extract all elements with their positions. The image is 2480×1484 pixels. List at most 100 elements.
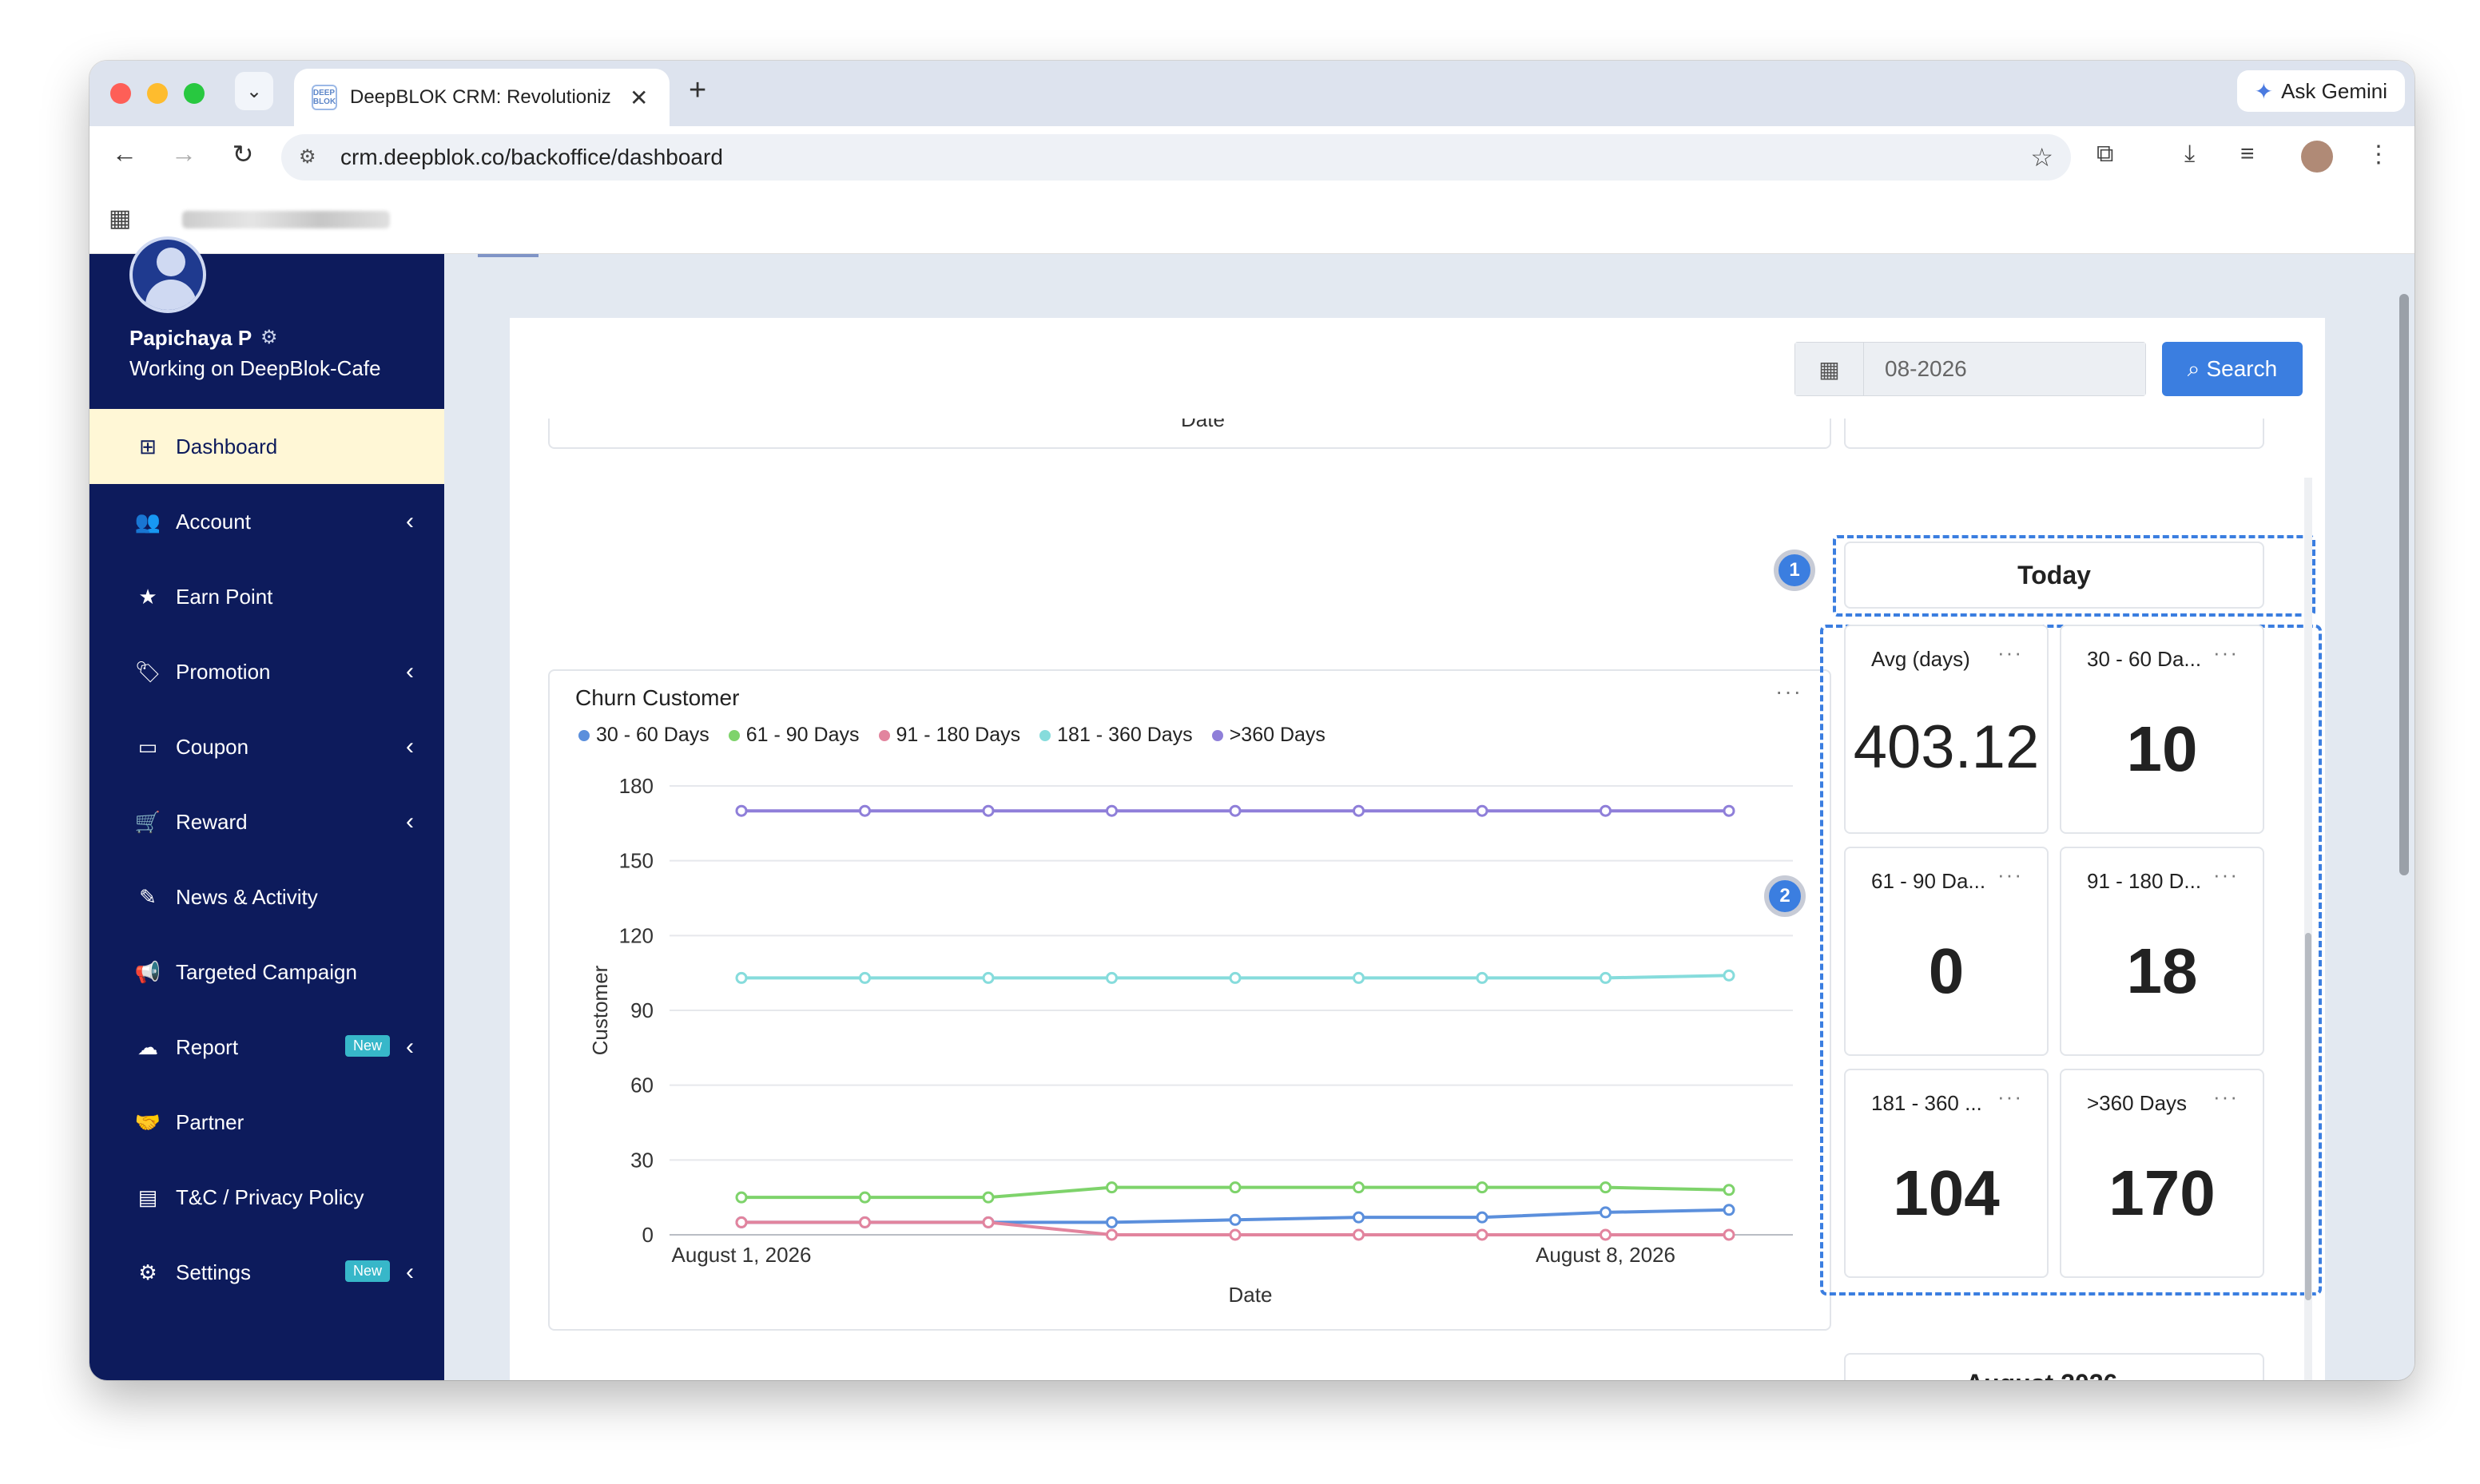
sidebar-item-label: Partner (176, 1109, 244, 1134)
sidebar-item-label: Earn Point (176, 584, 273, 609)
search-button-label: Search (2206, 356, 2278, 381)
stat-value: 170 (2108, 1157, 2216, 1228)
legend-label: 61 - 90 Days (745, 724, 860, 746)
month-input[interactable]: 08-2026 (1864, 343, 2145, 395)
new-badge: New (344, 1035, 390, 1057)
sidebar-item-promotion[interactable]: 🏷 Promotion ‹ (89, 634, 444, 709)
data-point (859, 804, 871, 817)
sidebar-item-settings[interactable]: ⚙ Settings New ‹ (89, 1235, 444, 1310)
data-point (1229, 1181, 1242, 1194)
sidebar-item-label: Report (176, 1034, 239, 1059)
apps-grid-icon[interactable]: ▦ (109, 205, 132, 232)
data-point (1476, 971, 1488, 984)
y-tick-label: 120 (619, 923, 654, 947)
data-point (982, 1216, 995, 1228)
users-icon: 👥 (134, 509, 161, 534)
forward-button[interactable]: → (171, 139, 197, 168)
data-point (1600, 804, 1612, 817)
step-marker-1: 1 (1774, 550, 1815, 591)
legend-item[interactable]: 61 - 90 Days (728, 724, 860, 747)
stat-more-icon[interactable]: ··· (1997, 641, 2023, 665)
star-icon: ★ (138, 584, 157, 609)
step-marker-2: 2 (1764, 875, 1806, 917)
data-point (735, 1216, 748, 1228)
bookmark-star-icon[interactable]: ☆ (2030, 143, 2053, 172)
data-point (1600, 1181, 1612, 1194)
stat-value: 18 (2126, 935, 2198, 1006)
sidebar: Papichaya P ⚙ Working on DeepBlok-Cafe ⊞… (89, 236, 444, 1380)
reload-button[interactable]: ↻ (232, 140, 254, 169)
calendar-icon[interactable]: ▦ (1795, 343, 1864, 395)
data-point (1106, 1181, 1118, 1194)
highlight-box-1 (1833, 535, 2315, 617)
data-point (982, 804, 995, 817)
blurred-bookmark[interactable] (182, 211, 390, 228)
data-point (1476, 1181, 1488, 1194)
stat-more-icon[interactable]: ··· (2213, 863, 2239, 887)
sidebar-item-label: Reward (176, 809, 248, 834)
data-point (1106, 971, 1118, 984)
data-point (1353, 1181, 1365, 1194)
page-scrollbar[interactable] (2399, 294, 2410, 1372)
sidebar-item-label: T&C / Privacy Policy (176, 1184, 364, 1209)
sidebar-item-coupon[interactable]: ▭ Coupon ‹ (89, 709, 444, 784)
handshake-icon: 🤝 (134, 1109, 161, 1134)
search-button[interactable]: ⌕ Search (2162, 342, 2303, 396)
download-icon[interactable]: ⤓ (2184, 141, 2196, 167)
sidebar-item-dashboard[interactable]: ⊞ Dashboard (89, 409, 444, 484)
extensions-icon[interactable]: ⧉ (2096, 141, 2114, 167)
stat-label: Avg (days) (1871, 647, 1970, 671)
browser-tab[interactable]: DEEP BLOK DeepBLOK CRM: Revolutioniz ✕ (294, 69, 670, 126)
site-settings-icon[interactable]: ⚙ (299, 146, 316, 168)
tab-search-button[interactable]: ⌄ (235, 72, 273, 110)
close-window-button[interactable] (110, 83, 131, 104)
chevron-left-icon: ‹ (406, 808, 414, 835)
profile-avatar[interactable] (2301, 141, 2333, 173)
chart-legend: 30 - 60 Days 61 - 90 Days 91 - 180 Days … (578, 724, 1325, 747)
stat-more-icon[interactable]: ··· (2213, 641, 2239, 665)
sidebar-item-earn-point[interactable]: ★ Earn Point (89, 559, 444, 634)
stat-card-91-180: 91 - 180 D... ··· 18 (2060, 847, 2264, 1056)
legend-item[interactable]: 30 - 60 Days (578, 724, 709, 747)
data-point (1600, 971, 1612, 984)
sidebar-item-targeted-campaign[interactable]: 📢 Targeted Campaign (89, 934, 444, 1010)
address-bar[interactable]: ⚙ crm.deepblok.co/backoffice/dashboard ☆ (281, 134, 2071, 181)
panel-scrollbar[interactable] (2304, 478, 2312, 1380)
user-name: Papichaya P (129, 326, 252, 350)
sidebar-item-account[interactable]: 👥 Account ‹ (89, 484, 444, 559)
ticket-icon: ▭ (137, 734, 158, 759)
cart-icon: 🛒 (134, 809, 161, 834)
legend-swatch (1211, 729, 1223, 741)
new-tab-button[interactable]: + (689, 73, 707, 107)
sidebar-item-report[interactable]: ☁ Report New ‹ (89, 1010, 444, 1085)
ask-gemini-button[interactable]: ✦ Ask Gemini (2236, 70, 2405, 112)
y-tick-label: 0 (642, 1223, 654, 1247)
stat-more-icon[interactable]: ··· (1997, 1085, 2023, 1109)
close-tab-icon[interactable]: ✕ (630, 85, 649, 110)
sidebar-item-news-activity[interactable]: ✎ News & Activity (89, 859, 444, 934)
sidebar-item-reward[interactable]: 🛒 Reward ‹ (89, 784, 444, 859)
month-picker[interactable]: ▦ 08-2026 (1794, 342, 2146, 396)
user-avatar[interactable] (129, 236, 206, 313)
legend-item[interactable]: 181 - 360 Days (1039, 724, 1193, 747)
sidebar-item-tc-privacy[interactable]: ▤ T&C / Privacy Policy (89, 1160, 444, 1235)
chart-more-icon[interactable]: ··· (1775, 679, 1802, 704)
tag-icon: 🏷 (134, 659, 161, 684)
data-point (982, 971, 995, 984)
stat-more-icon[interactable]: ··· (1997, 863, 2023, 887)
sidebar-item-partner[interactable]: 🤝 Partner (89, 1085, 444, 1160)
minimize-window-button[interactable] (147, 83, 168, 104)
data-point (982, 1191, 995, 1204)
user-settings-gear-icon[interactable]: ⚙ (260, 327, 278, 348)
chevron-left-icon: ‹ (406, 1034, 414, 1060)
legend-item[interactable]: 91 - 180 Days (878, 724, 1020, 747)
legend-item[interactable]: >360 Days (1211, 724, 1325, 747)
back-button[interactable]: ← (112, 139, 137, 168)
stat-more-icon[interactable]: ··· (2213, 1085, 2239, 1109)
stat-card-61-90: 61 - 90 Da... ··· 0 (1844, 847, 2049, 1056)
maximize-window-button[interactable] (184, 83, 205, 104)
data-point (859, 1216, 871, 1228)
legend-label: >360 Days (1229, 724, 1325, 746)
more-menu-icon[interactable]: ⋮ (2367, 141, 2391, 168)
media-control-icon[interactable]: ≡ (2240, 141, 2255, 167)
